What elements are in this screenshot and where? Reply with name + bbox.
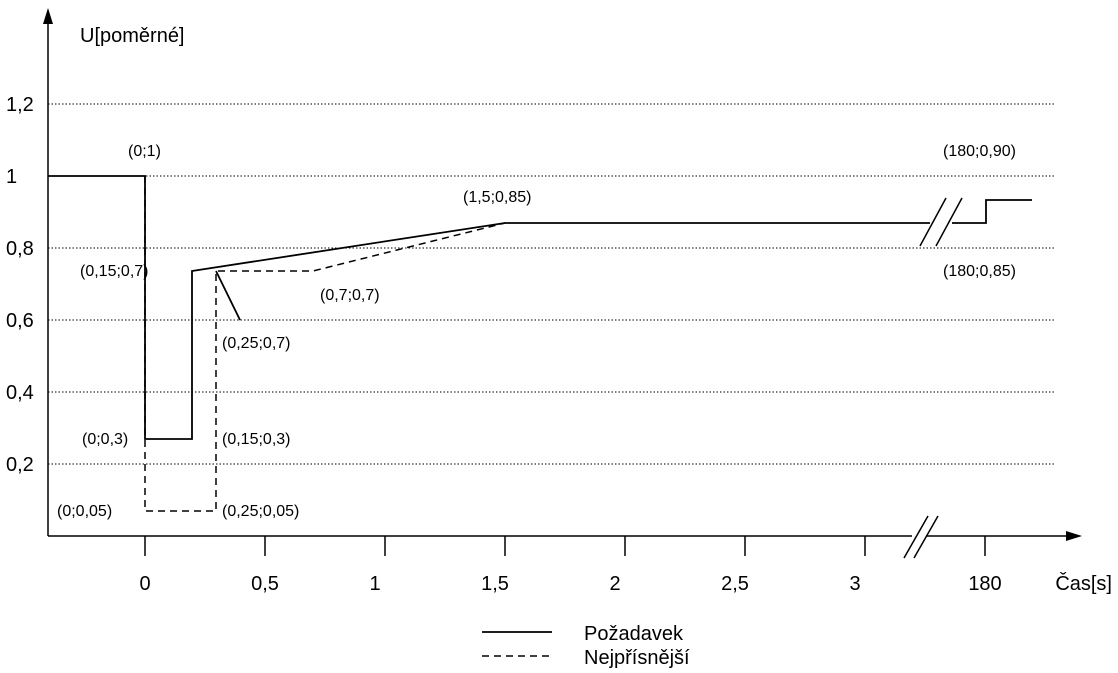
- y-tick-label: 1,2: [6, 94, 34, 116]
- x-tick-label: 180: [968, 573, 1001, 595]
- legend: Požadavek Nejpřísnější: [482, 623, 690, 669]
- x-tick-label: 1: [369, 573, 380, 595]
- legend-label-nejprisnejsi: Nejpřísnější: [584, 647, 690, 669]
- series-break-mark-2: [935, 197, 963, 247]
- y-tick-label: 1: [6, 166, 17, 188]
- annotation-label: (0,15;0,3): [222, 431, 290, 448]
- y-axis-arrow: [43, 8, 53, 24]
- gridlines: [48, 103, 1054, 465]
- y-axis-title: U[poměrné]: [80, 25, 185, 47]
- annotation-label: (0;0,05): [57, 503, 112, 520]
- annotation-label: (180;0,90): [943, 143, 1016, 160]
- y-tick-label: 0,6: [6, 310, 34, 332]
- annotation-label: (0,7;0,7): [320, 287, 380, 304]
- x-ticks: [144, 536, 986, 556]
- y-tick-label: 0,8: [6, 238, 34, 260]
- series-pozadavek-spur: [215, 270, 241, 321]
- annotation-label: (1,5;0,85): [463, 189, 531, 206]
- series-break-mark-1: [919, 197, 947, 247]
- annotation-label: (0;0,3): [82, 431, 128, 448]
- annotation-label: (0,15;0,7): [80, 263, 148, 280]
- x-tick-label: 2,5: [721, 573, 749, 595]
- y-tick-label: 0,2: [6, 454, 34, 476]
- series-pozadavek-line: [48, 175, 930, 440]
- series-nejprisnejsi-line: [144, 176, 506, 512]
- x-tick-label: 0: [139, 573, 150, 595]
- x-tick-label: 0,5: [251, 573, 279, 595]
- x-tick-label: 3: [849, 573, 860, 595]
- x-axis-break-mark-2: [913, 515, 939, 559]
- x-tick-label: 1,5: [481, 573, 509, 595]
- annotation-label: (0;1): [128, 143, 161, 160]
- x-axis-break-mark-1: [903, 515, 929, 559]
- annotation-label: (0,25;0,05): [222, 503, 299, 520]
- x-tick-label: 2: [609, 573, 620, 595]
- y-tick-label: 0,4: [6, 382, 34, 404]
- annotation-label: (180;0,85): [943, 263, 1016, 280]
- series-pozadavek-tail: [952, 199, 1032, 224]
- legend-label-pozadavek: Požadavek: [584, 623, 684, 645]
- x-axis-arrow: [1066, 531, 1082, 541]
- annotation-label: (0,25;0,7): [222, 335, 290, 352]
- x-axis-title: Čas[s]: [1055, 572, 1112, 595]
